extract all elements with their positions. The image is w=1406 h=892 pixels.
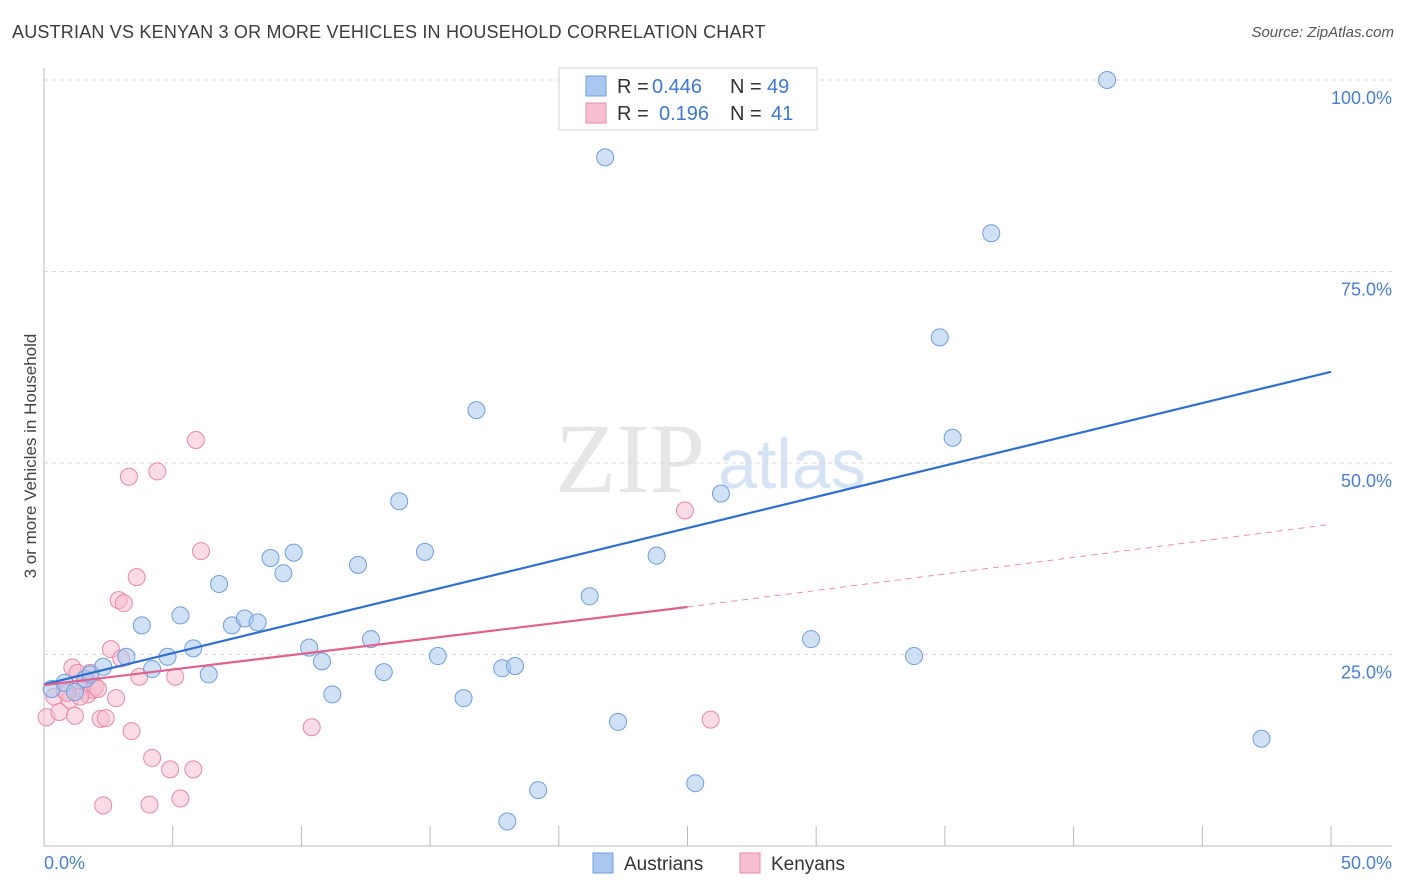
austrian-point-18 [274,564,293,583]
y-tick-label-50: 50.0% [1341,471,1392,491]
kenyan-point-29 [161,760,180,779]
y-tick-label-25: 25.0% [1341,663,1392,683]
austrian-point-47 [1252,729,1271,748]
legend-n-value-kenyans: 41 [771,103,793,125]
legend-r-value-austrians: 0.446 [652,76,702,98]
austrian-point-12 [199,665,218,684]
austrian-point-27 [415,542,434,561]
austrian-point-19 [284,543,303,562]
kenyan-point-16 [96,709,115,728]
austrian-point-17 [261,548,280,567]
austrian-point-41 [802,630,821,649]
austrian-point-25 [374,663,393,682]
austrian-point-46 [1098,71,1117,89]
legend-n-value-austrians: 49 [767,76,789,98]
x-tick-label-max: 50.0% [1341,853,1392,873]
kenyan-point-21 [114,594,133,613]
y-tick-labels: 25.0% 50.0% 75.0% 100.0% [1331,88,1392,683]
austrian-point-10 [171,606,190,625]
gridlines [44,79,1392,655]
kenyan-point-31 [171,789,190,808]
kenyan-point-40 [89,679,108,698]
austrian-point-16 [248,613,267,632]
trend-lines [43,370,1332,687]
x-ticks [172,826,1332,846]
austrian-point-33 [529,781,548,800]
austrian-point-35 [596,148,615,167]
kenyan-point-34 [192,542,211,561]
austrian-point-39 [711,484,730,503]
kenyan-point-37 [701,710,720,729]
kenyan-trend-line [43,605,688,687]
austrian-point-42 [905,647,924,666]
kenyan-point-18 [107,689,126,708]
chart-title: AUSTRIAN VS KENYAN 3 OR MORE VEHICLES IN… [12,22,766,42]
legend-r-label-kenyans: R = [617,103,649,125]
austrian-point-8 [143,660,162,679]
austrian-point-24 [361,630,380,649]
kenyan-point-26 [140,795,159,814]
austrian-point-26 [390,492,409,511]
kenyan-point-36 [675,501,694,520]
x-tick-label-min: 0.0% [44,853,85,873]
austrian-point-13 [210,575,229,594]
legend-swatch-kenyans [585,102,607,124]
austrian-point-43 [930,328,949,347]
austrian-point-29 [454,689,473,708]
kenyan-point-15 [94,796,113,815]
y-tick-label-100: 100.0% [1331,88,1392,108]
austrian-point-32 [506,656,525,675]
correlation-legend: R = 0.446 N = 49 R = 0.196 N = 41 [558,67,818,131]
bottom-legend-label-kenyans: Kenyans [771,854,845,875]
kenyan-point-35 [302,718,321,737]
y-axis-label: 3 or more Vehicles in Household [21,334,40,579]
kenyan-point-6 [65,706,84,725]
source-label: Source: ZipAtlas.com [1251,24,1394,41]
austrian-point-7 [132,616,151,635]
austrian-point-23 [349,555,368,574]
austrian-point-45 [982,224,1001,243]
austrian-point-34 [580,587,599,606]
austrian-point-5 [94,657,113,676]
kenyan-point-27 [143,748,162,767]
austrian-point-28 [428,647,447,666]
kenyan-point-24 [127,568,146,587]
austrian-point-48 [498,812,517,831]
y-tick-label-75: 75.0% [1341,280,1392,300]
austrian-trend-line [43,370,1332,686]
bottom-legend-swatch-austrians [592,852,614,874]
kenyan-point-23 [122,722,141,741]
watermark-zip: ZIP [555,403,705,514]
kenyan-point-32 [184,760,203,779]
austrian-point-38 [686,774,705,793]
austrian-point-2 [65,683,84,702]
bottom-legend-swatch-kenyans [739,852,761,874]
kenyan-trend-extension [687,523,1332,608]
austrian-point-21 [312,652,331,671]
austrian-point-37 [647,546,666,565]
austrian-point-44 [943,428,962,447]
bottom-legend-label-austrians: Austrians [624,854,703,875]
series-legend: Austrians Kenyans [592,852,845,875]
austrian-point-36 [609,712,628,731]
legend-n-label-kenyans: N = [730,103,762,125]
austrian-point-22 [323,685,342,704]
legend-swatch-austrians [585,75,607,97]
legend-r-value-kenyans: 0.196 [659,103,709,125]
legend-r-label-austrians: R = [617,76,649,98]
austrian-point-30 [467,401,486,420]
kenyan-point-33 [186,431,205,450]
kenyan-point-28 [148,462,167,481]
legend-n-label-austrians: N = [730,76,762,98]
kenyan-point-22 [119,467,138,486]
